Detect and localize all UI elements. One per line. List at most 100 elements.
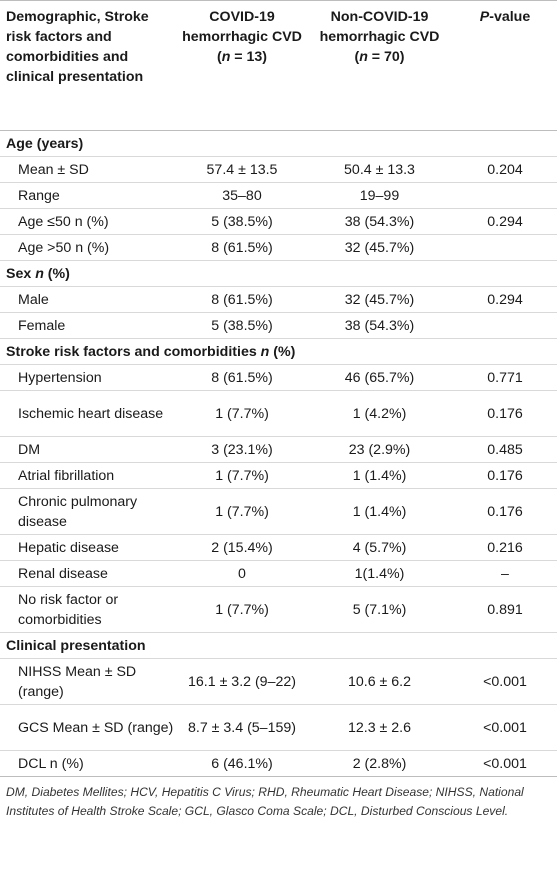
p-value (453, 312, 557, 339)
header-col-pvalue: P-value (453, 0, 557, 131)
noncovid-value: 38 (54.3%) (306, 208, 453, 235)
row-label: Male (0, 286, 178, 313)
row-label: Ischemic heart disease (0, 390, 178, 437)
header-row: Demographic, Stroke risk factors and com… (0, 0, 557, 131)
table-row: Atrial fibrillation 1 (7.7%) 1 (1.4%) 0.… (0, 462, 557, 489)
p-value (453, 182, 557, 209)
p-value: <0.001 (453, 750, 557, 777)
header-col-noncovid: Non-COVID-19 hemorrhagic CVD (n = 70) (306, 0, 453, 131)
row-label: Renal disease (0, 560, 178, 587)
noncovid-value: 1 (1.4%) (306, 488, 453, 535)
p-value: <0.001 (453, 658, 557, 705)
covid-value: 5 (38.5%) (178, 208, 306, 235)
p-value: 0.216 (453, 534, 557, 561)
row-label: DM (0, 436, 178, 463)
covid-value: 1 (7.7%) (178, 462, 306, 489)
section-row-clinical: Clinical presentation (0, 632, 557, 659)
noncovid-value: 4 (5.7%) (306, 534, 453, 561)
table-row: Hypertension 8 (61.5%) 46 (65.7%) 0.771 (0, 364, 557, 391)
table-row: Chronic pulmonary disease 1 (7.7%) 1 (1.… (0, 488, 557, 535)
row-label: Hepatic disease (0, 534, 178, 561)
table-row: Female 5 (38.5%) 38 (54.3%) (0, 312, 557, 339)
p-value: 0.294 (453, 208, 557, 235)
row-label: Female (0, 312, 178, 339)
row-label: NIHSS Mean ± SD (range) (0, 658, 178, 705)
row-label: Hypertension (0, 364, 178, 391)
section-row-risk-factors: Stroke risk factors and comorbidities n … (0, 338, 557, 365)
row-label: Age >50 n (%) (0, 234, 178, 261)
p-value: 0.176 (453, 390, 557, 437)
p-value: 0.485 (453, 436, 557, 463)
p-value: 0.176 (453, 462, 557, 489)
table-container: Demographic, Stroke risk factors and com… (0, 0, 557, 818)
p-value: 0.771 (453, 364, 557, 391)
noncovid-value: 1(1.4%) (306, 560, 453, 587)
covid-value: 8 (61.5%) (178, 234, 306, 261)
noncovid-value: 10.6 ± 6.2 (306, 658, 453, 705)
p-value: 0.294 (453, 286, 557, 313)
noncovid-value: 23 (2.9%) (306, 436, 453, 463)
covid-value: 8 (61.5%) (178, 286, 306, 313)
table-row: Ischemic heart disease 1 (7.7%) 1 (4.2%)… (0, 390, 557, 437)
covid-value: 35–80 (178, 182, 306, 209)
table-row: Mean ± SD 57.4 ± 13.5 50.4 ± 13.3 0.204 (0, 156, 557, 183)
noncovid-value: 46 (65.7%) (306, 364, 453, 391)
p-value: – (453, 560, 557, 587)
covid-value: 1 (7.7%) (178, 586, 306, 633)
row-label: Range (0, 182, 178, 209)
table-row: Age ≤50 n (%) 5 (38.5%) 38 (54.3%) 0.294 (0, 208, 557, 235)
table-row: No risk factor or comorbidities 1 (7.7%)… (0, 586, 557, 633)
header-col-label: Demographic, Stroke risk factors and com… (0, 0, 178, 131)
table-header: Demographic, Stroke risk factors and com… (0, 0, 557, 131)
table-row: NIHSS Mean ± SD (range) 16.1 ± 3.2 (9–22… (0, 658, 557, 705)
table-row: DCL n (%) 6 (46.1%) 2 (2.8%) <0.001 (0, 750, 557, 777)
covid-value: 5 (38.5%) (178, 312, 306, 339)
covid-value: 2 (15.4%) (178, 534, 306, 561)
table-row: Renal disease 0 1(1.4%) – (0, 560, 557, 587)
table-row: GCS Mean ± SD (range) 8.7 ± 3.4 (5–159) … (0, 704, 557, 751)
section-row-age: Age (years) (0, 130, 557, 157)
row-label: Atrial fibrillation (0, 462, 178, 489)
table-row: Age >50 n (%) 8 (61.5%) 32 (45.7%) (0, 234, 557, 261)
row-label: DCL n (%) (0, 750, 178, 777)
p-value: 0.204 (453, 156, 557, 183)
p-value: 0.891 (453, 586, 557, 633)
section-row-sex: Sex n (%) (0, 260, 557, 287)
table-row: Range 35–80 19–99 (0, 182, 557, 209)
section-title: Sex n (%) (0, 260, 557, 287)
noncovid-value: 12.3 ± 2.6 (306, 704, 453, 751)
covid-value: 16.1 ± 3.2 (9–22) (178, 658, 306, 705)
table-row: DM 3 (23.1%) 23 (2.9%) 0.485 (0, 436, 557, 463)
noncovid-value: 32 (45.7%) (306, 286, 453, 313)
row-label: No risk factor or comorbidities (0, 586, 178, 633)
covid-value: 6 (46.1%) (178, 750, 306, 777)
row-label: Chronic pulmonary disease (0, 488, 178, 535)
row-label: Mean ± SD (0, 156, 178, 183)
noncovid-value: 1 (4.2%) (306, 390, 453, 437)
table-row: Hepatic disease 2 (15.4%) 4 (5.7%) 0.216 (0, 534, 557, 561)
covid-value: 3 (23.1%) (178, 436, 306, 463)
noncovid-value: 5 (7.1%) (306, 586, 453, 633)
section-title: Stroke risk factors and comorbidities n … (0, 338, 557, 365)
noncovid-value: 38 (54.3%) (306, 312, 453, 339)
section-title: Age (years) (0, 130, 557, 157)
row-label: Age ≤50 n (%) (0, 208, 178, 235)
p-value (453, 234, 557, 261)
covid-value: 1 (7.7%) (178, 488, 306, 535)
table-body: Age (years) Mean ± SD 57.4 ± 13.5 50.4 ±… (0, 130, 557, 777)
covid-value: 0 (178, 560, 306, 587)
covid-value: 57.4 ± 13.5 (178, 156, 306, 183)
noncovid-value: 2 (2.8%) (306, 750, 453, 777)
noncovid-value: 32 (45.7%) (306, 234, 453, 261)
table-row: Male 8 (61.5%) 32 (45.7%) 0.294 (0, 286, 557, 313)
data-table: Demographic, Stroke risk factors and com… (0, 0, 557, 777)
section-title: Clinical presentation (0, 632, 557, 659)
noncovid-value: 50.4 ± 13.3 (306, 156, 453, 183)
noncovid-value: 19–99 (306, 182, 453, 209)
covid-value: 8.7 ± 3.4 (5–159) (178, 704, 306, 751)
header-col-covid: COVID-19 hemorrhagic CVD (n = 13) (178, 0, 306, 131)
p-value: 0.176 (453, 488, 557, 535)
covid-value: 8 (61.5%) (178, 364, 306, 391)
row-label: GCS Mean ± SD (range) (0, 704, 178, 751)
covid-value: 1 (7.7%) (178, 390, 306, 437)
